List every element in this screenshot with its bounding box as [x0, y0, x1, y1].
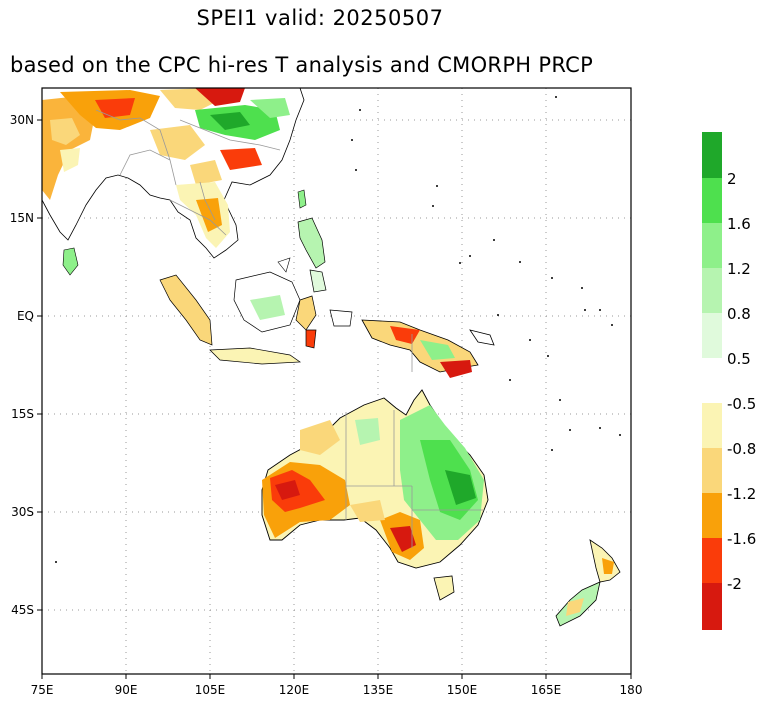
country-borders [95, 109, 281, 236]
map-plot-area [41, 87, 632, 675]
colorbar-swatch [702, 538, 722, 583]
colorbar-label: -0.8 [727, 440, 756, 458]
australia [261, 389, 489, 601]
colorbar-swatch [702, 313, 722, 358]
x-tick-label: 180 [620, 683, 643, 697]
philippines [277, 189, 327, 293]
x-tick-label: 105E [195, 683, 226, 697]
colorbar-label: -0.5 [727, 395, 756, 413]
colorbar-label: 1.2 [727, 260, 751, 278]
y-tick-label: 15S [11, 407, 34, 421]
colorbar-swatch [702, 268, 722, 313]
x-tick-label: 120E [279, 683, 310, 697]
colorbar-swatch [702, 223, 722, 268]
colorbar-swatch [702, 493, 722, 538]
map-title: SPEI1 valid: 20250507 [196, 6, 444, 30]
colorbar-label: -1.2 [727, 485, 756, 503]
colorbar-swatch [702, 583, 722, 630]
y-tick-label: 45S [11, 603, 34, 617]
colorbar-swatch [702, 403, 722, 448]
x-axis-labels: 75E 90E 105E 120E 135E 150E 165E 180 [31, 683, 643, 697]
new-zealand [555, 539, 621, 627]
x-tick-label: 90E [115, 683, 138, 697]
colorbar-wet: 2 1.6 1.2 0.8 0.5 [702, 132, 751, 368]
colorbar-swatch [702, 178, 722, 223]
x-tick-label: 135E [363, 683, 394, 697]
y-tick-label: 30N [10, 113, 34, 127]
new-guinea [361, 319, 495, 378]
colorbar-label: 0.5 [727, 350, 751, 368]
y-tick-label: 15N [10, 211, 34, 225]
pacific-islands [55, 96, 621, 563]
colorbar-label: -2 [727, 575, 742, 593]
y-tick-label: 30S [11, 505, 34, 519]
colorbar-swatch [702, 132, 722, 178]
x-tick-label: 150E [447, 683, 478, 697]
colorbar-label: 0.8 [727, 305, 751, 323]
colorbar-dry: -0.5 -0.8 -1.2 -1.6 -2 [702, 395, 756, 630]
colorbar-label: 2 [727, 170, 737, 188]
colorbar-label: 1.6 [727, 215, 751, 233]
axis-ticks [37, 119, 632, 679]
colorbar-swatch [702, 448, 722, 493]
y-axis-labels: 30N 15N EQ 15S 30S 45S [10, 113, 34, 617]
colorbar-label: -1.6 [727, 530, 756, 548]
maritime-southeast-asia [159, 271, 353, 365]
x-tick-label: 75E [31, 683, 54, 697]
y-tick-label: EQ [17, 309, 34, 323]
map-subtitle: based on the CPC hi-res T analysis and C… [10, 53, 594, 77]
x-tick-label: 165E [531, 683, 562, 697]
